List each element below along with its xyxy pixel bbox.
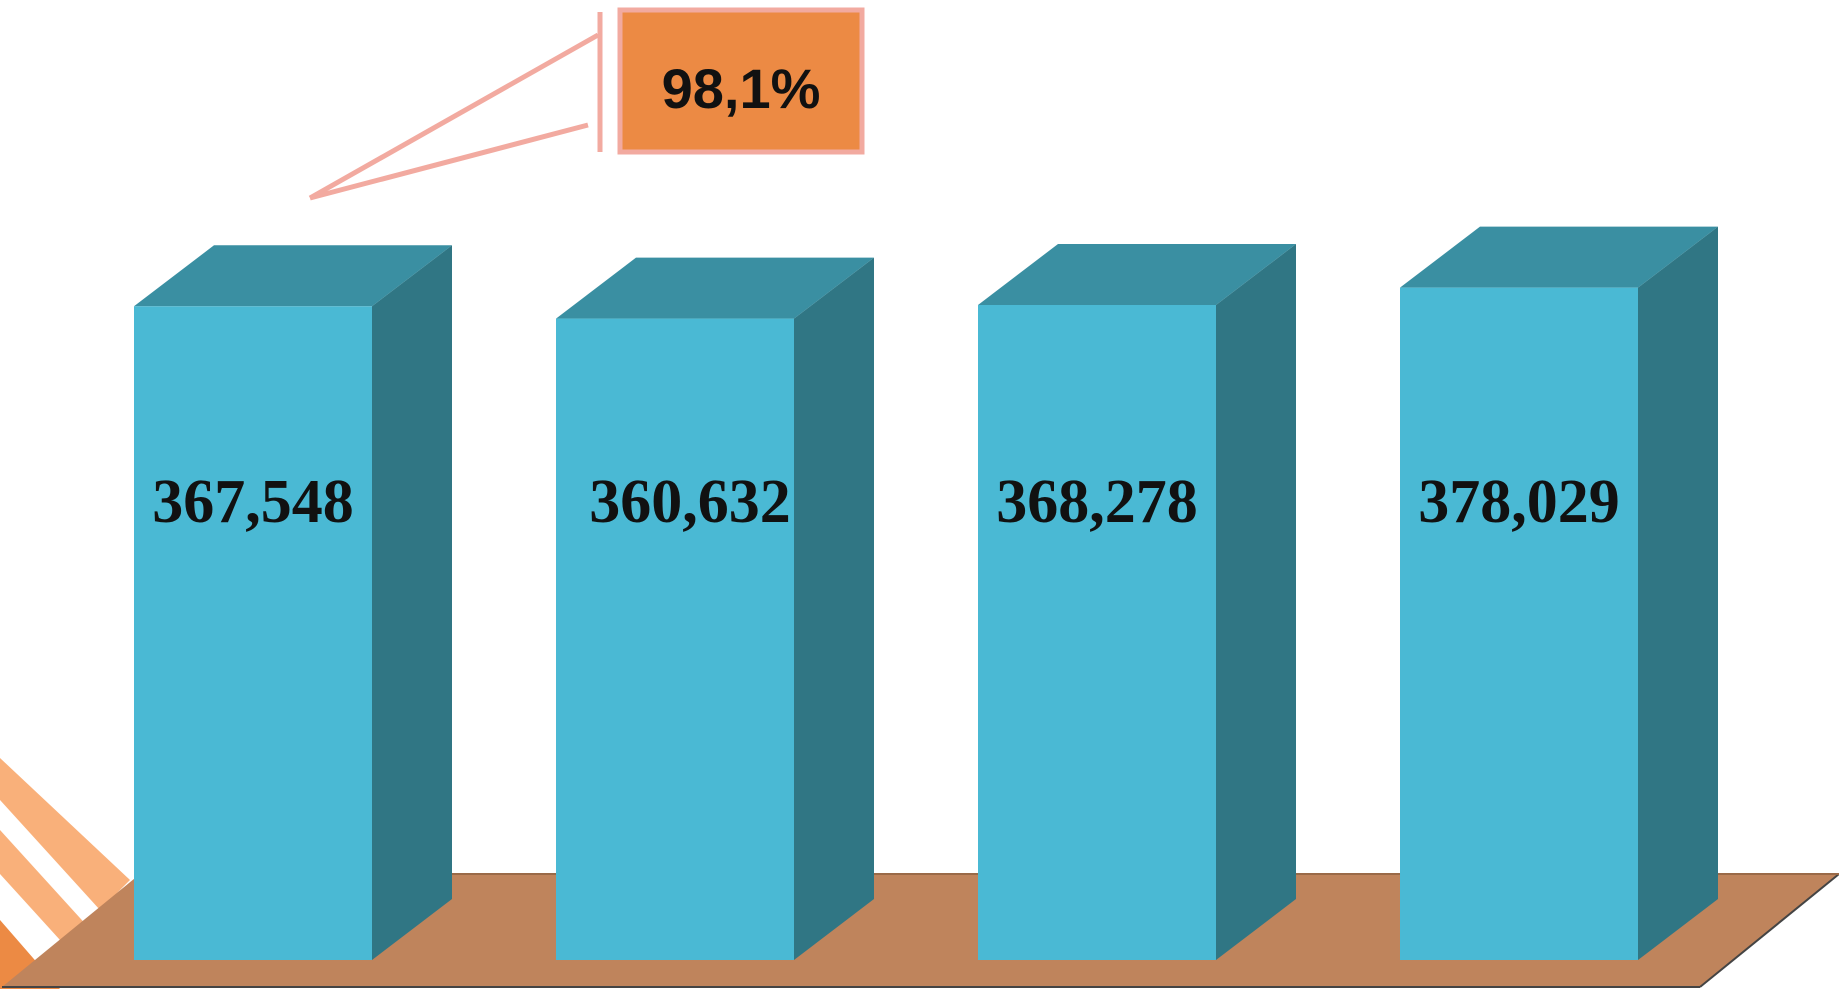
bar-top-face xyxy=(556,257,874,319)
chart-floor-plane xyxy=(2,874,1839,987)
data-labels: 367,548 360,632 368,278 378,029 xyxy=(152,468,1620,536)
bar xyxy=(978,243,1296,960)
bar-front-face xyxy=(134,306,372,960)
callout-label: 98,1% xyxy=(662,57,821,120)
data-label: 367,548 xyxy=(152,468,354,536)
bar-top-face xyxy=(978,243,1296,305)
bar-top-face xyxy=(1400,226,1718,288)
data-label: 378,029 xyxy=(1418,468,1620,536)
callout: 98,1% xyxy=(308,7,865,201)
bar xyxy=(1400,226,1718,960)
data-label: 360,632 xyxy=(589,468,791,536)
bar-side-face xyxy=(794,257,874,961)
callout-leader xyxy=(309,122,589,201)
bars xyxy=(134,226,1718,961)
callout-box xyxy=(617,7,865,155)
accent-stripe xyxy=(0,758,130,910)
floor-edge xyxy=(1699,873,1839,988)
bar-front-face xyxy=(1400,287,1638,960)
bar xyxy=(134,245,452,961)
bar-side-face xyxy=(1638,226,1718,960)
bar-side-face xyxy=(1216,243,1296,960)
bar-front-face xyxy=(978,304,1216,960)
data-label: 368,278 xyxy=(996,468,1198,536)
accent-stripe xyxy=(0,830,100,940)
bar-side-face xyxy=(372,245,452,961)
bar-top-face xyxy=(134,245,452,307)
bar xyxy=(556,257,874,961)
callout-leader xyxy=(308,32,600,201)
bar-front-face xyxy=(556,318,794,961)
